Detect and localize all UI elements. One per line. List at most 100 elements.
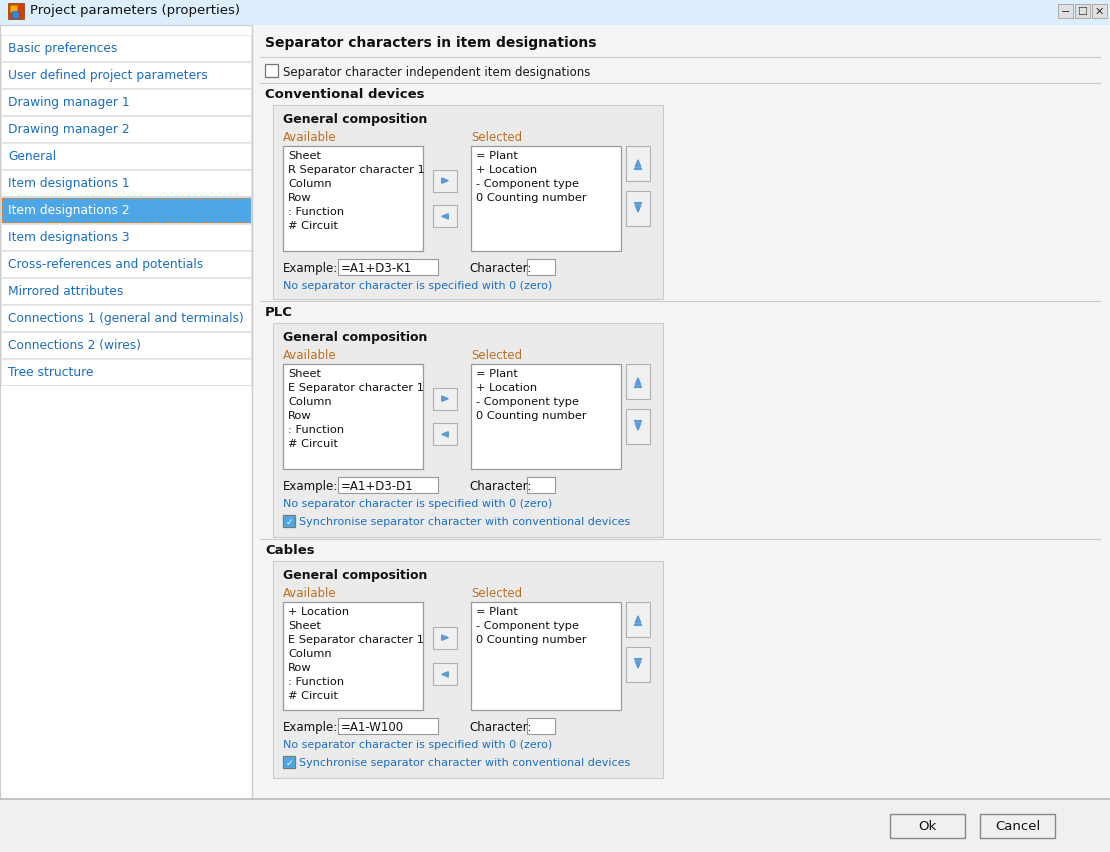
Text: General: General — [8, 150, 57, 163]
Bar — [2, 199, 249, 222]
Text: General composition: General composition — [283, 568, 427, 581]
Bar — [0, 26, 252, 852]
Text: Row: Row — [287, 662, 312, 672]
Text: Column: Column — [287, 396, 332, 406]
Text: E Separator character 1: E Separator character 1 — [287, 383, 424, 393]
Bar — [433, 389, 457, 410]
Bar — [1074, 5, 1090, 19]
Bar — [527, 477, 555, 493]
Bar — [1, 306, 251, 331]
Bar — [433, 170, 457, 193]
Text: - Component type: - Component type — [476, 396, 579, 406]
Text: : Function: : Function — [287, 424, 344, 435]
Text: Example:: Example: — [283, 720, 339, 733]
Text: Character:: Character: — [470, 262, 532, 274]
Text: Example:: Example: — [283, 480, 339, 492]
Bar — [1, 279, 251, 305]
Text: Cancel: Cancel — [995, 820, 1040, 832]
Text: = Plant: = Plant — [476, 369, 518, 378]
Text: =A1+D3-D1: =A1+D3-D1 — [341, 480, 414, 492]
Bar — [283, 756, 295, 769]
Bar — [1092, 5, 1107, 19]
Text: Row: Row — [287, 411, 312, 421]
Bar — [339, 477, 438, 493]
Bar — [471, 365, 620, 469]
Bar — [265, 65, 278, 78]
Text: Mirrored attributes: Mirrored attributes — [8, 285, 123, 297]
Text: Selected: Selected — [471, 348, 522, 361]
Text: No separator character is specified with 0 (zero): No separator character is specified with… — [283, 280, 553, 291]
Bar — [471, 147, 620, 251]
Text: + Location: + Location — [287, 607, 350, 616]
Bar — [252, 26, 1110, 799]
Bar — [433, 423, 457, 446]
Text: −: − — [1061, 7, 1070, 17]
Text: Available: Available — [283, 131, 336, 144]
Bar — [980, 814, 1054, 838]
Text: No separator character is specified with 0 (zero): No separator character is specified with… — [283, 740, 553, 749]
Bar — [626, 365, 650, 400]
Bar — [339, 718, 438, 734]
Bar — [12, 12, 19, 19]
Text: Drawing manager 1: Drawing manager 1 — [8, 96, 130, 109]
Text: - Component type: - Component type — [476, 620, 579, 630]
Polygon shape — [442, 432, 448, 437]
Text: Sheet: Sheet — [287, 151, 321, 161]
Bar — [1, 144, 251, 170]
Text: Character:: Character: — [470, 480, 532, 492]
Text: : Function: : Function — [287, 676, 344, 686]
Bar — [1, 198, 251, 224]
Bar — [626, 648, 650, 682]
Polygon shape — [635, 161, 640, 168]
Text: Available: Available — [283, 348, 336, 361]
Text: Example:: Example: — [283, 262, 339, 274]
Text: + Location: + Location — [476, 383, 537, 393]
Text: Project parameters (properties): Project parameters (properties) — [30, 4, 240, 17]
Text: Row: Row — [287, 193, 312, 203]
Text: Cables: Cables — [265, 544, 314, 556]
Text: Synchronise separator character with conventional devices: Synchronise separator character with con… — [299, 757, 630, 767]
Bar — [273, 324, 663, 538]
Text: R Separator character 1: R Separator character 1 — [287, 164, 425, 175]
Text: : Function: : Function — [287, 207, 344, 216]
Text: ✕: ✕ — [1094, 7, 1104, 17]
Bar — [273, 561, 663, 778]
Polygon shape — [635, 616, 640, 624]
Bar — [283, 365, 423, 469]
Text: 0 Counting number: 0 Counting number — [476, 193, 586, 203]
Text: Character:: Character: — [470, 720, 532, 733]
Polygon shape — [635, 378, 640, 386]
Text: 0 Counting number: 0 Counting number — [476, 411, 586, 421]
Bar — [284, 757, 294, 767]
Bar — [283, 602, 423, 711]
Text: 0 Counting number: 0 Counting number — [476, 634, 586, 644]
Text: # Circuit: # Circuit — [287, 690, 339, 700]
Polygon shape — [442, 396, 448, 402]
Polygon shape — [635, 423, 640, 430]
Bar — [273, 106, 663, 300]
Bar — [471, 602, 620, 711]
Text: Separator character independent item designations: Separator character independent item des… — [283, 66, 591, 79]
Bar — [1, 36, 251, 62]
Bar — [1, 117, 251, 143]
Bar — [1, 170, 251, 197]
Text: Sheet: Sheet — [287, 620, 321, 630]
Text: # Circuit: # Circuit — [287, 439, 339, 448]
Text: # Circuit: # Circuit — [287, 221, 339, 231]
Text: =A1-W100: =A1-W100 — [341, 720, 404, 733]
Text: Conventional devices: Conventional devices — [265, 88, 424, 101]
Bar — [626, 602, 650, 637]
Polygon shape — [442, 636, 448, 641]
Text: Connections 1 (general and terminals): Connections 1 (general and terminals) — [8, 312, 244, 325]
Bar — [433, 206, 457, 228]
Text: - Component type: - Component type — [476, 179, 579, 189]
Bar — [1, 63, 251, 89]
Text: ☐: ☐ — [1078, 7, 1088, 17]
Bar — [433, 664, 457, 686]
Text: Basic preferences: Basic preferences — [8, 42, 118, 55]
Text: Ok: Ok — [918, 820, 937, 832]
Text: Item designations 2: Item designations 2 — [8, 204, 130, 216]
Text: ✓: ✓ — [285, 517, 293, 526]
Text: No separator character is specified with 0 (zero): No separator character is specified with… — [283, 498, 553, 509]
Text: ✓: ✓ — [285, 757, 293, 767]
